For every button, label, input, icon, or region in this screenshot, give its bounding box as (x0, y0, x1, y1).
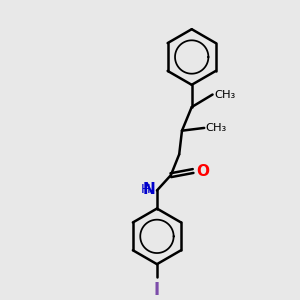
Text: I: I (154, 281, 160, 299)
Text: H: H (141, 183, 151, 196)
Text: CH₃: CH₃ (214, 89, 235, 100)
Text: N: N (143, 182, 156, 196)
Text: CH₃: CH₃ (206, 123, 227, 133)
Text: O: O (196, 164, 209, 178)
